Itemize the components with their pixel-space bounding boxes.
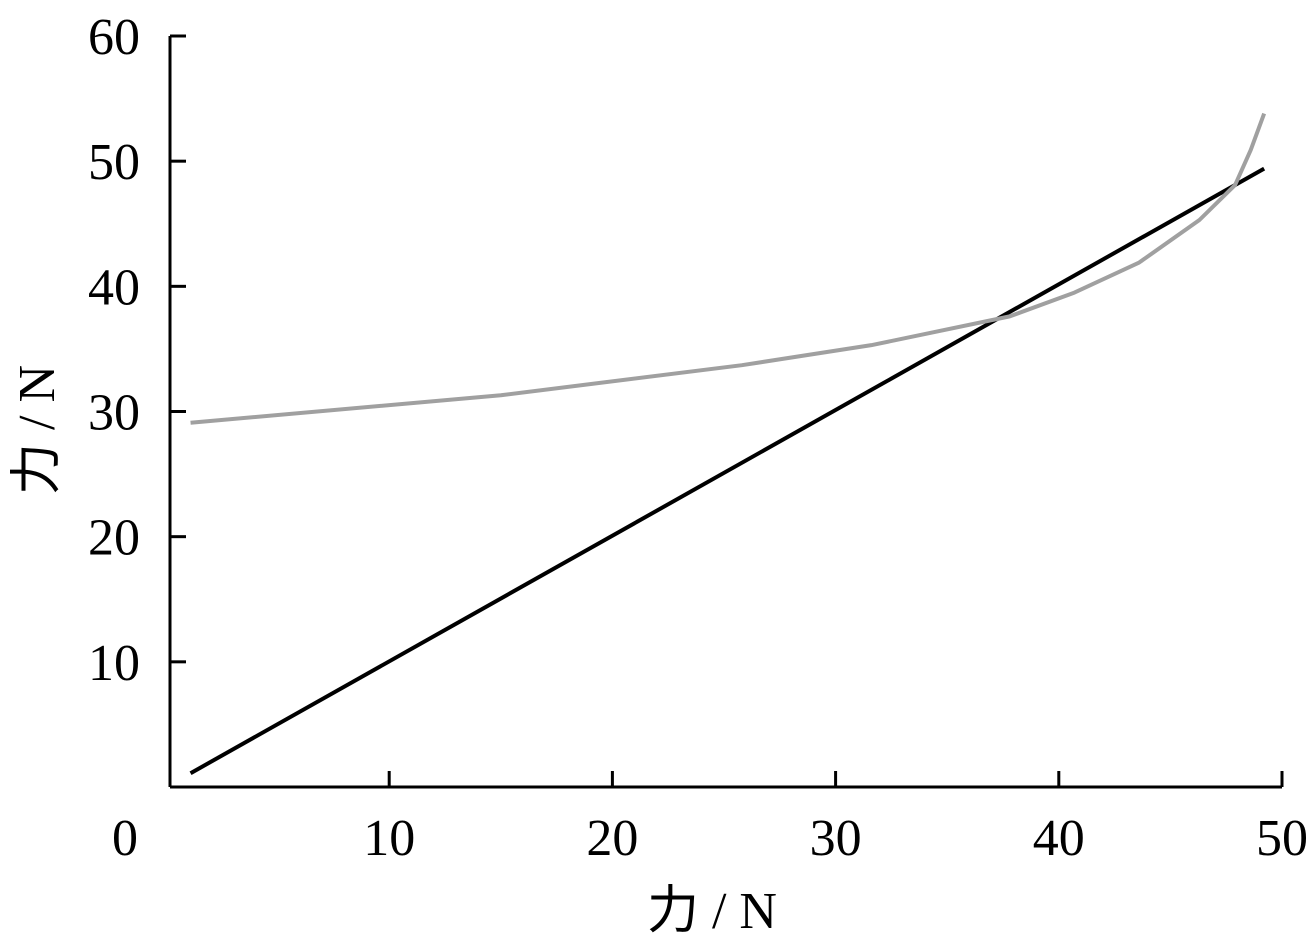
x-tick-label: 30 bbox=[810, 810, 862, 867]
x-tick-label: 40 bbox=[1033, 810, 1085, 867]
data-line bbox=[190, 112, 1267, 425]
x-tick-label: 50 bbox=[1256, 810, 1308, 867]
x-tick-label: 10 bbox=[363, 810, 415, 867]
y-tick-label: 20 bbox=[88, 510, 140, 567]
y-axis-label: 力 / N bbox=[9, 365, 66, 495]
x-tick-label: 20 bbox=[586, 810, 638, 867]
y-tick-label: 50 bbox=[88, 134, 140, 191]
y-tick-label: 30 bbox=[88, 385, 140, 442]
y-tick-label: 60 bbox=[88, 9, 140, 66]
y-tick-label: 10 bbox=[88, 635, 140, 692]
x-tick-label: 0 bbox=[112, 810, 138, 867]
x-axis-label: 力 / N bbox=[647, 883, 777, 940]
data-line bbox=[189, 166, 1266, 775]
y-tick-label: 40 bbox=[88, 259, 140, 316]
